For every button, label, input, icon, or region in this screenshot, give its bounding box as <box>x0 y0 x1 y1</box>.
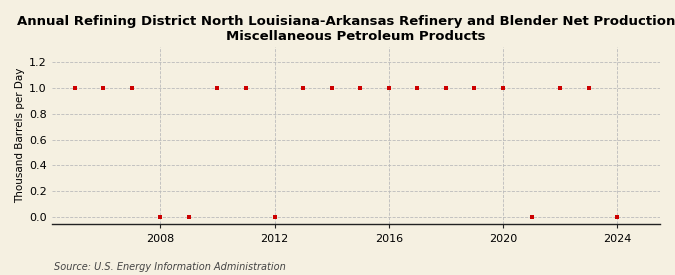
Title: Annual Refining District North Louisiana-Arkansas Refinery and Blender Net Produ: Annual Refining District North Louisiana… <box>17 15 675 43</box>
Y-axis label: Thousand Barrels per Day: Thousand Barrels per Day <box>15 68 25 204</box>
Text: Source: U.S. Energy Information Administration: Source: U.S. Energy Information Administ… <box>54 262 286 272</box>
